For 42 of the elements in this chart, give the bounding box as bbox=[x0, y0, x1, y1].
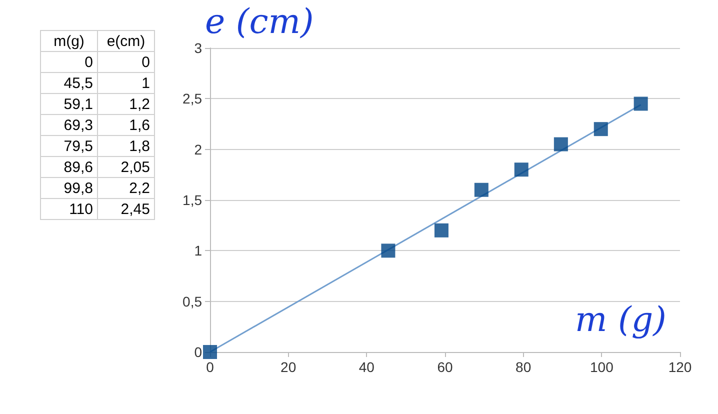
y-tick-label: 2,5 bbox=[182, 90, 202, 107]
text: m(g) bbox=[40, 30, 98, 52]
point bbox=[381, 244, 396, 258]
point bbox=[634, 96, 648, 111]
point bbox=[434, 223, 448, 238]
x-tick-label: 0 bbox=[206, 359, 214, 375]
text: 89,6 bbox=[40, 156, 98, 178]
x-tick-label: 120 bbox=[668, 359, 692, 375]
text: 79,5 bbox=[40, 136, 98, 156]
point bbox=[474, 182, 488, 197]
y-tick-label: 2 bbox=[194, 141, 202, 158]
x-tick-label: 60 bbox=[437, 359, 453, 375]
text: 59,1 bbox=[40, 94, 98, 114]
text: 99,8 bbox=[40, 178, 98, 198]
text: 110 bbox=[40, 198, 98, 220]
point bbox=[203, 345, 217, 359]
y-tick-label: 1,5 bbox=[182, 192, 202, 208]
y-tick-label: 1 bbox=[194, 242, 202, 259]
x-tick-label: 80 bbox=[516, 359, 532, 375]
text: e(cm) bbox=[98, 30, 154, 52]
x-tick-label: 20 bbox=[280, 359, 296, 375]
y-axis-title: e (cm) bbox=[205, 2, 314, 42]
text: 0 bbox=[40, 52, 98, 72]
point bbox=[514, 162, 528, 177]
text: 1,8 bbox=[98, 136, 154, 156]
y-tick-label: 3 bbox=[194, 40, 202, 56]
x-tick-label: 40 bbox=[358, 359, 375, 375]
x-axis-title: m (g) bbox=[575, 300, 666, 340]
y-tick-label: 0,5 bbox=[182, 293, 202, 310]
point bbox=[594, 122, 608, 136]
y-tick-label: 0 bbox=[194, 344, 202, 360]
text: 45,5 bbox=[40, 72, 98, 94]
text: 0 bbox=[98, 52, 154, 72]
text: 2,45 bbox=[98, 198, 154, 220]
text: 69,3 bbox=[40, 114, 98, 136]
text: 2,2 bbox=[98, 178, 154, 198]
point bbox=[554, 137, 568, 152]
text: 2,05 bbox=[98, 156, 154, 178]
text: 1,2 bbox=[98, 94, 154, 114]
text: 1,6 bbox=[98, 114, 154, 136]
x-tick-label: 100 bbox=[590, 359, 614, 375]
text: 1 bbox=[98, 72, 154, 94]
